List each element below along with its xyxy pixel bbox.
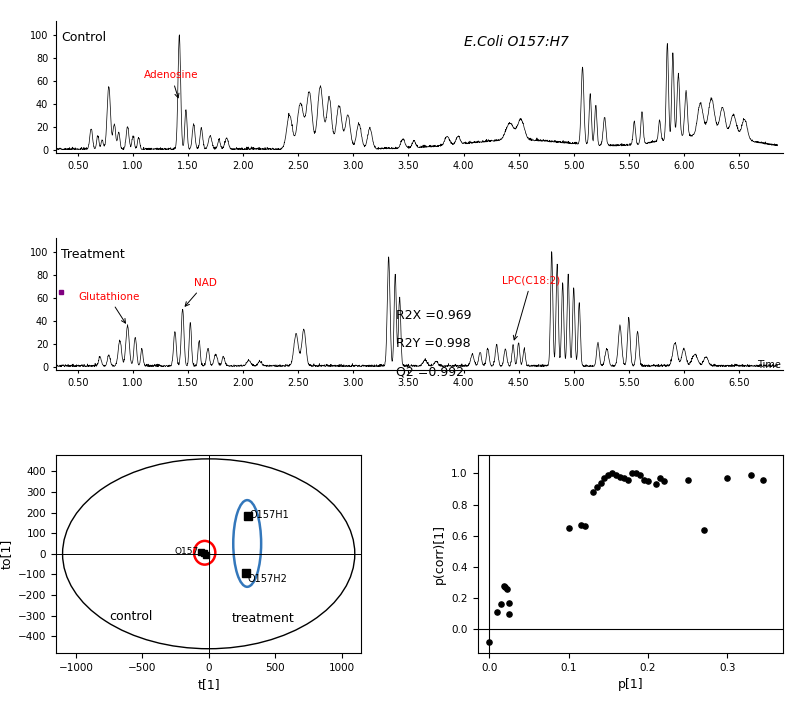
Point: [497, 580, 510, 591]
Y-axis label: to[1]: to[1]: [0, 538, 12, 569]
Text: O157H2: O157H2: [247, 574, 287, 584]
Text: O157: O157: [174, 547, 199, 556]
Point: [491, 607, 503, 618]
Text: Time: Time: [757, 360, 781, 370]
Point: [594, 477, 607, 489]
Point: [630, 468, 642, 479]
Point: [658, 476, 670, 487]
Point: [721, 472, 733, 484]
Point: [503, 608, 515, 619]
Point: [606, 468, 618, 479]
Text: Adenosine: Adenosine: [144, 70, 199, 98]
Point: [626, 468, 638, 479]
Text: E.Coli O157:H7: E.Coli O157:H7: [463, 35, 568, 49]
Point: [745, 470, 757, 481]
Text: R2X =0.969: R2X =0.969: [396, 309, 471, 322]
Point: [562, 522, 575, 534]
Point: [642, 476, 654, 487]
Point: [610, 470, 622, 481]
Point: [682, 474, 694, 485]
Point: [757, 474, 769, 485]
Point: [483, 636, 496, 647]
X-axis label: p[1]: p[1]: [618, 678, 643, 691]
Point: [495, 599, 507, 610]
Point: [602, 470, 615, 481]
Text: O157H1: O157H1: [249, 510, 289, 520]
Text: treatment: treatment: [232, 612, 295, 625]
Point: [586, 486, 599, 498]
Point: [598, 472, 611, 484]
Point: [698, 524, 710, 535]
Text: LPC(C18:2): LPC(C18:2): [502, 276, 560, 340]
Text: Glutathione: Glutathione: [78, 292, 139, 323]
Point: [578, 521, 591, 532]
Point: [503, 597, 515, 609]
X-axis label: t[1]: t[1]: [197, 678, 220, 691]
Point: [622, 474, 634, 485]
Text: Control: Control: [62, 32, 106, 44]
Point: [638, 474, 650, 485]
Point: [634, 470, 646, 481]
Text: R2Y =0.998: R2Y =0.998: [396, 337, 470, 350]
Point: [618, 472, 630, 484]
Point: [614, 471, 626, 482]
Point: [650, 479, 662, 490]
Text: NAD: NAD: [185, 278, 217, 306]
Text: control: control: [109, 610, 153, 623]
Point: [590, 482, 603, 493]
Point: [574, 519, 587, 531]
Point: [500, 583, 513, 595]
Point: [654, 472, 666, 484]
Text: Q2 =0.992: Q2 =0.992: [396, 365, 463, 378]
Y-axis label: p(corr)[1]: p(corr)[1]: [433, 524, 446, 584]
Point: [499, 582, 511, 593]
Text: Treatment: Treatment: [62, 249, 125, 261]
